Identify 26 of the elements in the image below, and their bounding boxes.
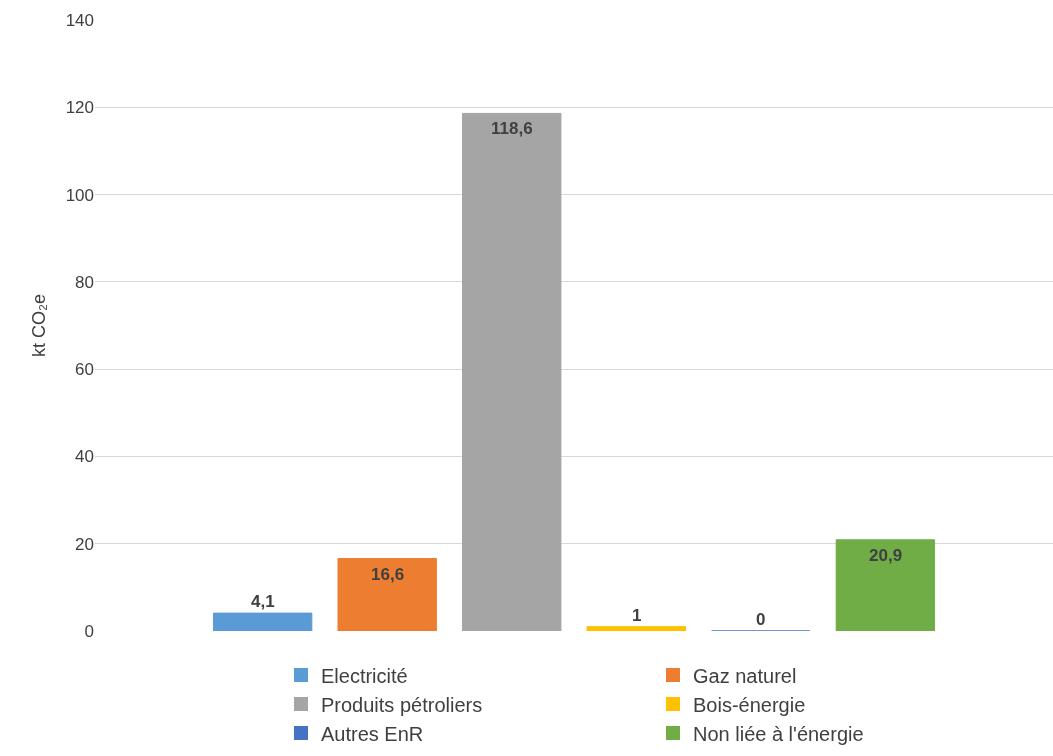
- legend-label: Autres EnR: [321, 722, 424, 745]
- y-tick-label: 100: [65, 185, 94, 205]
- legend-label: Produits pétroliers: [321, 693, 483, 716]
- y-tick-label: 120: [65, 98, 94, 118]
- legend-label: Bois-énergie: [693, 693, 806, 716]
- data-label: 118,6: [491, 119, 533, 138]
- bar: [212, 612, 313, 631]
- bar: [337, 558, 437, 631]
- y-tick-label: 0: [84, 621, 94, 641]
- y-tick-label: 140: [65, 10, 94, 30]
- legend-label: Gaz naturel: [693, 664, 797, 687]
- y-tick-label: 40: [75, 447, 94, 467]
- bar: [586, 626, 686, 631]
- y-axis-title: kt CO₂e: [28, 294, 49, 357]
- bar: [835, 539, 936, 631]
- data-label: 0: [756, 610, 766, 629]
- y-tick-label: 80: [75, 272, 94, 292]
- data-label: 4,1: [251, 592, 275, 611]
- data-label: 16,6: [371, 565, 405, 584]
- legend-label: Electricité: [321, 664, 408, 687]
- y-tick-label: 60: [75, 360, 94, 380]
- legend-label: Non liée à l'énergie: [693, 722, 864, 745]
- data-label: 20,9: [869, 546, 903, 565]
- data-label: 1: [632, 606, 642, 625]
- bar: [462, 112, 562, 631]
- y-tick-label: 20: [75, 534, 94, 554]
